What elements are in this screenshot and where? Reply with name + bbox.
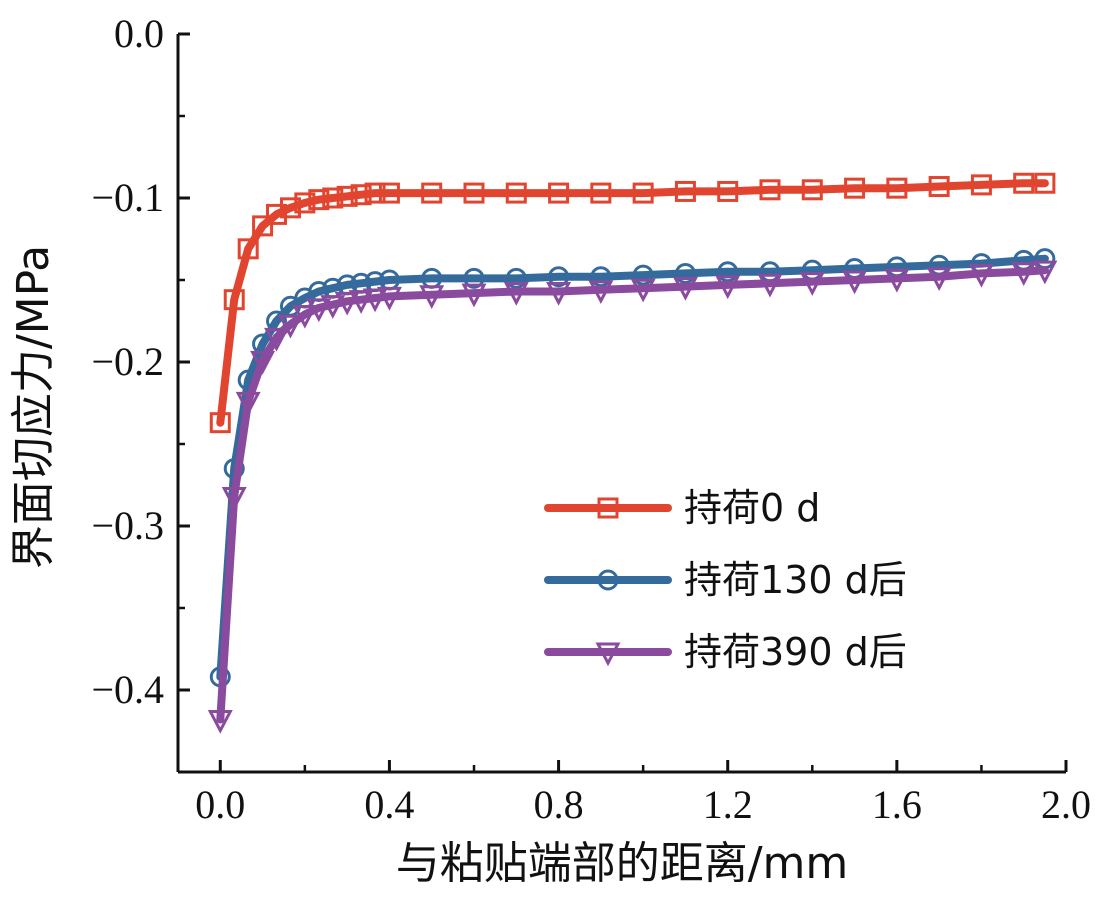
data-point <box>717 180 739 202</box>
data-point <box>590 266 612 288</box>
series-3 <box>207 260 1058 734</box>
y-tick-label: −0.4 <box>91 667 164 712</box>
data-point <box>362 288 388 313</box>
legend-label: 持荷130 d后 <box>684 558 907 602</box>
x-tick-label: 0.8 <box>534 782 584 827</box>
data-point <box>968 263 994 288</box>
data-point <box>1011 262 1037 287</box>
data-point <box>419 285 445 309</box>
data-point <box>209 412 231 434</box>
data-point <box>588 280 614 305</box>
data-point <box>503 281 529 306</box>
data-point <box>320 295 346 319</box>
data-point <box>294 192 316 214</box>
data-point <box>842 270 868 295</box>
data-point <box>801 179 823 201</box>
data-point <box>1034 172 1056 194</box>
legend-item: 持荷0 d <box>544 486 820 530</box>
y-tick-label: −0.2 <box>91 339 164 384</box>
data-point <box>306 298 332 323</box>
data-point <box>378 182 400 204</box>
data-point <box>264 327 290 352</box>
x-tick-label: 2.0 <box>1041 782 1091 827</box>
data-point <box>1032 260 1058 285</box>
data-point <box>672 277 698 301</box>
data-point <box>757 273 783 298</box>
data-point <box>884 268 910 293</box>
data-point <box>463 267 485 289</box>
data-point <box>266 203 288 225</box>
data-point <box>632 182 654 204</box>
legend-label: 持荷390 d后 <box>684 630 907 674</box>
data-point <box>844 177 866 199</box>
y-tick-label: −0.3 <box>91 503 164 548</box>
data-point <box>886 177 908 199</box>
data-point <box>348 290 374 314</box>
data-point <box>505 267 527 289</box>
data-point <box>350 184 372 206</box>
data-point <box>505 182 527 204</box>
series-2 <box>209 248 1056 688</box>
legend-label: 持荷0 d <box>684 486 820 530</box>
data-point <box>548 266 570 288</box>
series-line <box>216 254 1049 681</box>
data-point <box>308 189 330 211</box>
x-tick-label: 1.2 <box>703 782 753 827</box>
y-tick-label: −0.1 <box>91 175 164 220</box>
data-point <box>235 391 261 416</box>
legend-marker <box>597 569 619 591</box>
legend-marker <box>595 642 621 667</box>
data-point <box>252 215 274 237</box>
x-tick-label: 0.4 <box>364 782 414 827</box>
data-point <box>548 182 570 204</box>
legend-item: 持荷130 d后 <box>544 558 907 602</box>
data-point <box>1013 172 1035 194</box>
data-point <box>250 350 276 375</box>
data-point <box>630 278 656 303</box>
y-tick-label: 0.0 <box>114 11 164 56</box>
data-point <box>799 272 825 296</box>
data-point <box>221 486 247 511</box>
data-point <box>421 182 443 204</box>
data-point <box>928 176 950 198</box>
data-point <box>926 267 952 291</box>
data-point <box>715 275 741 300</box>
data-point <box>207 710 233 734</box>
data-point <box>461 283 487 308</box>
data-point <box>376 286 402 311</box>
data-point <box>279 197 301 219</box>
data-point <box>674 262 696 284</box>
x-axis-title: 与粘贴端部的距离/mm <box>396 838 849 889</box>
series-layer <box>207 172 1058 734</box>
data-point <box>546 281 572 306</box>
data-point <box>590 182 612 204</box>
data-point <box>759 179 781 201</box>
data-point <box>336 185 358 207</box>
data-point <box>277 314 303 339</box>
data-point <box>364 182 386 204</box>
x-tick-label: 0.0 <box>195 782 245 827</box>
y-axis-title: 界面切应力/MPa <box>8 245 59 569</box>
series-1 <box>209 172 1056 434</box>
data-point <box>322 187 344 209</box>
legend-marker <box>597 497 619 519</box>
data-point <box>334 291 360 316</box>
data-point <box>223 289 245 311</box>
x-tick-label: 1.6 <box>872 782 922 827</box>
data-point <box>632 264 654 286</box>
legend-item: 持荷390 d后 <box>544 630 907 674</box>
data-point <box>970 174 992 196</box>
data-point <box>674 180 696 202</box>
data-point <box>237 238 259 260</box>
axes-layer: 0.0 0.4 0.8 1.2 1.6 2.0 0.0 −0.1 −0.2 −0.3 −0.4 <box>91 11 1091 827</box>
data-point <box>463 182 485 204</box>
data-point <box>717 261 739 283</box>
data-point <box>292 304 318 329</box>
